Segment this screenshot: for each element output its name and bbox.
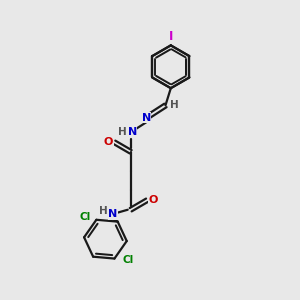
- Text: N: N: [142, 113, 151, 123]
- Text: H: H: [118, 127, 127, 137]
- Text: I: I: [169, 30, 173, 43]
- Text: Cl: Cl: [122, 255, 134, 265]
- Text: Cl: Cl: [80, 212, 91, 222]
- Text: N: N: [108, 209, 118, 219]
- Text: H: H: [99, 206, 107, 216]
- Text: N: N: [128, 127, 137, 137]
- Text: O: O: [104, 137, 113, 147]
- Text: O: O: [148, 195, 158, 205]
- Text: H: H: [170, 100, 179, 110]
